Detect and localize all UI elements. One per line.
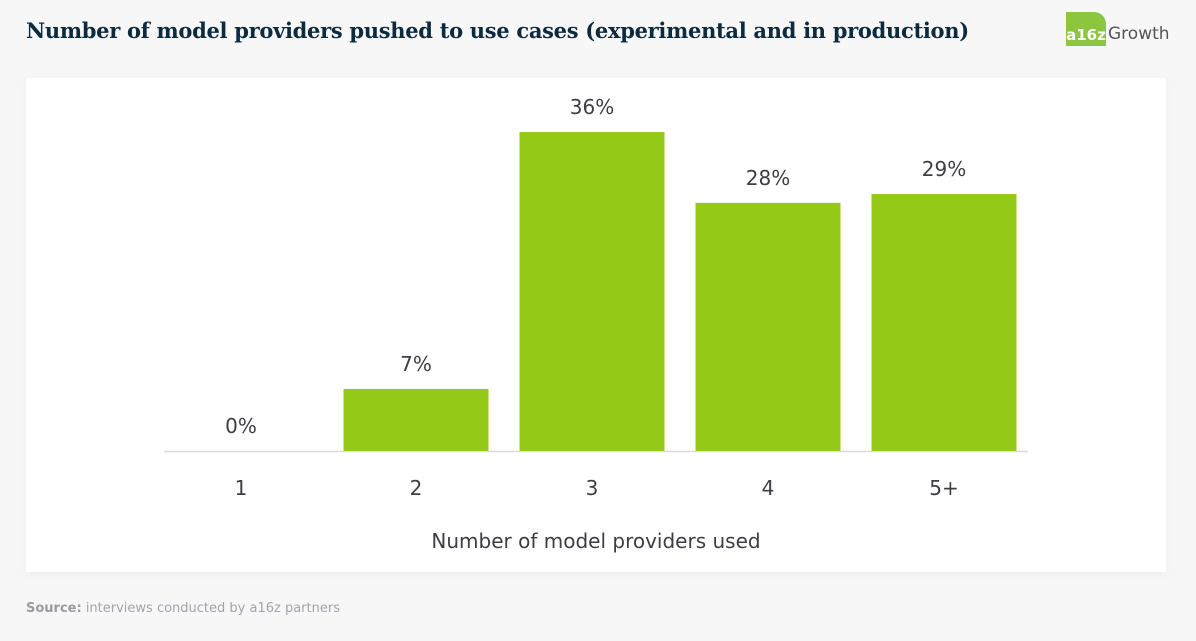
data-label-2: 7%	[400, 352, 432, 376]
x-tick-label-1: 1	[235, 476, 248, 500]
bar-2	[343, 388, 489, 451]
data-label-5+: 29%	[922, 157, 966, 181]
source-text: interviews conducted by a16z partners	[81, 601, 340, 616]
x-tick-label-4: 4	[762, 476, 775, 500]
source-label: Source:	[26, 601, 82, 616]
data-label-1: 0%	[225, 414, 257, 438]
logo-text: Growth	[1108, 24, 1170, 44]
a16z-growth-logo: a16z Growth	[1066, 12, 1170, 46]
bar-4	[695, 202, 841, 451]
chart-title: Number of model providers pushed to use …	[26, 18, 969, 43]
logo-mark: a16z	[1066, 12, 1106, 46]
bar-5+	[871, 194, 1017, 451]
data-label-4: 28%	[746, 166, 790, 190]
source-note: Source: interviews conducted by a16z par…	[26, 601, 340, 616]
bar-3	[519, 132, 665, 451]
x-tick-label-2: 2	[410, 476, 423, 500]
data-label-3: 36%	[570, 95, 614, 119]
x-tick-label-5+: 5+	[929, 476, 958, 500]
x-tick-label-3: 3	[586, 476, 599, 500]
x-axis-label: Number of model providers used	[431, 529, 760, 553]
